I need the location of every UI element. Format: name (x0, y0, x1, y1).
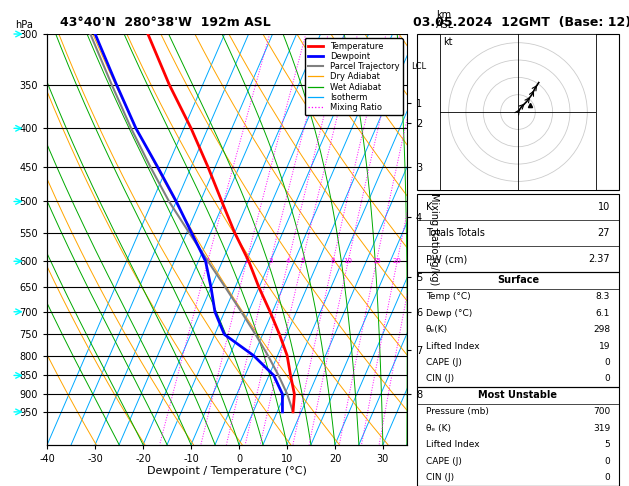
X-axis label: Dewpoint / Temperature (°C): Dewpoint / Temperature (°C) (147, 467, 307, 476)
Text: 19: 19 (599, 342, 610, 350)
Text: 298: 298 (593, 325, 610, 334)
Text: θₑ(K): θₑ(K) (426, 325, 448, 334)
Text: LCL: LCL (411, 62, 426, 71)
Text: Most Unstable: Most Unstable (479, 390, 557, 400)
Text: 319: 319 (593, 424, 610, 433)
Text: 8: 8 (331, 258, 335, 264)
Text: 20: 20 (392, 258, 401, 264)
Text: 8.3: 8.3 (596, 293, 610, 301)
Text: CIN (J): CIN (J) (426, 473, 454, 482)
Text: hPa: hPa (15, 20, 33, 30)
Text: 3: 3 (269, 258, 273, 264)
Text: Totals Totals: Totals Totals (426, 228, 484, 238)
Text: Dewp (°C): Dewp (°C) (426, 309, 472, 318)
Text: 700: 700 (593, 407, 610, 417)
Text: 2: 2 (245, 258, 248, 264)
Text: CAPE (J): CAPE (J) (426, 457, 462, 466)
Bar (418, 387, 618, 486)
Text: 10: 10 (598, 202, 610, 212)
Text: Lifted Index: Lifted Index (426, 440, 479, 449)
Bar (418, 194, 618, 272)
Text: 4: 4 (286, 258, 291, 264)
Text: 6.1: 6.1 (596, 309, 610, 318)
Text: 5: 5 (300, 258, 304, 264)
Text: 2.37: 2.37 (589, 254, 610, 264)
Text: Temp (°C): Temp (°C) (426, 293, 470, 301)
Bar (418, 272, 618, 387)
Y-axis label: Mixing Ratio (g/kg): Mixing Ratio (g/kg) (429, 193, 439, 285)
Text: K: K (426, 202, 432, 212)
Legend: Temperature, Dewpoint, Parcel Trajectory, Dry Adiabat, Wet Adiabat, Isotherm, Mi: Temperature, Dewpoint, Parcel Trajectory… (305, 38, 403, 115)
Text: Lifted Index: Lifted Index (426, 342, 479, 350)
Text: 27: 27 (598, 228, 610, 238)
Text: 5: 5 (604, 440, 610, 449)
Text: 0: 0 (604, 358, 610, 367)
Text: 15: 15 (372, 258, 381, 264)
Text: θₑ (K): θₑ (K) (426, 424, 451, 433)
Text: PW (cm): PW (cm) (426, 254, 467, 264)
Text: 0: 0 (604, 457, 610, 466)
Text: CIN (J): CIN (J) (426, 375, 454, 383)
Text: 0: 0 (604, 375, 610, 383)
Text: CAPE (J): CAPE (J) (426, 358, 462, 367)
Text: 43°40'N  280°38'W  192m ASL: 43°40'N 280°38'W 192m ASL (60, 16, 270, 29)
Text: km
ASL: km ASL (436, 10, 454, 30)
Bar (418, 34, 618, 190)
Text: Surface: Surface (497, 276, 539, 285)
Text: 1: 1 (206, 258, 210, 264)
Text: 0: 0 (604, 473, 610, 482)
Text: 03.05.2024  12GMT  (Base: 12): 03.05.2024 12GMT (Base: 12) (413, 16, 629, 29)
Text: 10: 10 (343, 258, 353, 264)
Text: Pressure (mb): Pressure (mb) (426, 407, 489, 417)
Text: kt: kt (443, 37, 452, 47)
